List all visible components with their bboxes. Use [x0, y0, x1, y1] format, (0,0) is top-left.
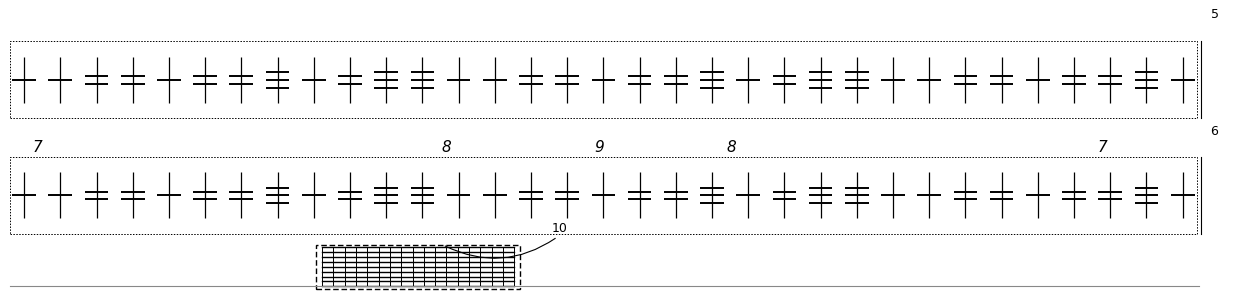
- Text: 8: 8: [441, 141, 451, 155]
- Text: 8: 8: [726, 141, 736, 155]
- Bar: [316, 245, 520, 289]
- Bar: [10, 41, 1197, 118]
- Text: 9: 9: [595, 141, 605, 155]
- Text: 7: 7: [1098, 141, 1108, 155]
- Text: 6: 6: [1211, 125, 1218, 138]
- Text: 5: 5: [1211, 8, 1218, 21]
- Text: 7: 7: [32, 141, 42, 155]
- Bar: [10, 157, 1197, 234]
- Text: 10: 10: [551, 222, 567, 235]
